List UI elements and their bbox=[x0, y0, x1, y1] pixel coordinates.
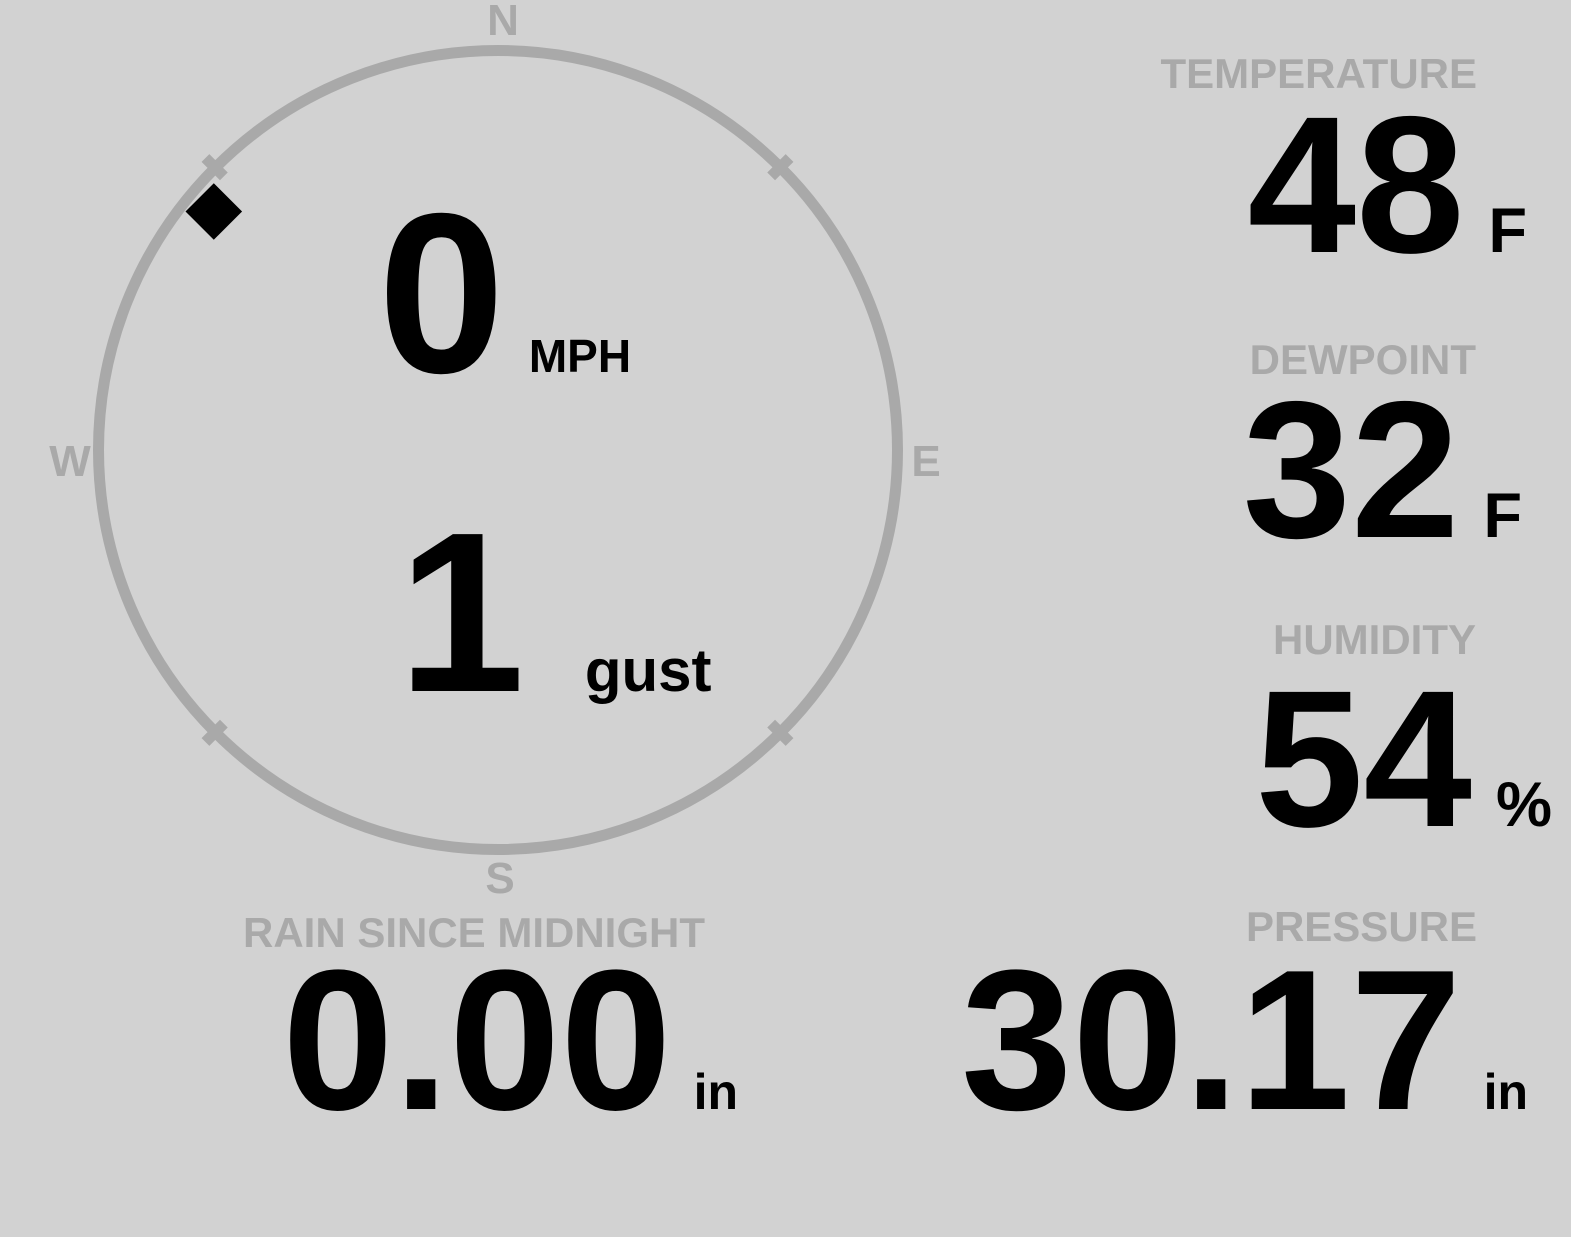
temperature-value: 48 bbox=[1247, 76, 1465, 294]
rain-label: RAIN SINCE MIDNIGHT bbox=[243, 909, 705, 956]
rain-reading: 0.00 in bbox=[282, 941, 738, 1141]
compass-label-south: S bbox=[485, 854, 515, 903]
rain-unit: in bbox=[693, 1064, 738, 1120]
humidity-reading: 54 % bbox=[1255, 662, 1552, 857]
dewpoint-value: 32 bbox=[1242, 361, 1460, 579]
temperature-label: TEMPERATURE bbox=[1160, 50, 1477, 97]
pressure-reading: 30.17 in bbox=[961, 941, 1528, 1141]
humidity-unit: % bbox=[1495, 770, 1552, 840]
compass-ring bbox=[93, 45, 903, 855]
dewpoint-reading: 32 F bbox=[1243, 373, 1522, 568]
wind-gust-value: 1 bbox=[398, 486, 525, 740]
wind-gust-unit: gust bbox=[584, 637, 712, 704]
humidity-value: 54 bbox=[1255, 650, 1472, 868]
rain-value: 0.00 bbox=[282, 929, 672, 1152]
wind-speed-value: 0 bbox=[378, 167, 505, 421]
wind-speed-unit: MPH bbox=[528, 330, 632, 382]
pressure-value: 30.17 bbox=[961, 929, 1462, 1152]
compass-label-east: E bbox=[911, 437, 941, 486]
dewpoint-unit: F bbox=[1483, 481, 1522, 551]
pressure-label: PRESSURE bbox=[1245, 903, 1477, 950]
compass-label-west: W bbox=[49, 437, 91, 486]
compass-label-north: N bbox=[487, 0, 519, 45]
temperature-reading: 48 F bbox=[1248, 88, 1527, 283]
temperature-unit: F bbox=[1488, 196, 1527, 266]
pressure-unit: in bbox=[1483, 1064, 1528, 1120]
wind-gust: 1 gust bbox=[398, 499, 711, 727]
humidity-label: HUMIDITY bbox=[1273, 616, 1476, 663]
dewpoint-label: DEWPOINT bbox=[1249, 336, 1476, 383]
wind-speed: 0 MPH bbox=[378, 180, 631, 408]
